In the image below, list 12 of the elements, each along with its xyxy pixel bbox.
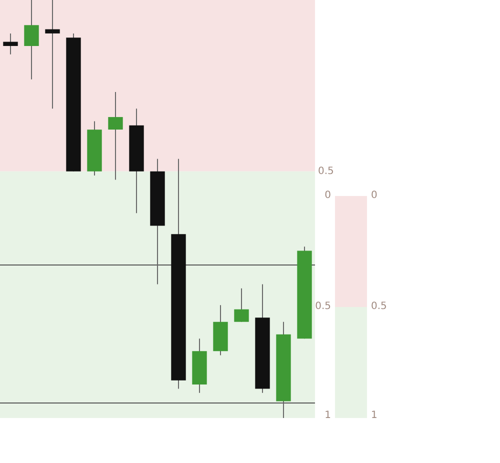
- candlestick: [3, 32, 18, 55]
- band-label: 0.5: [318, 166, 334, 177]
- candlestick: [234, 288, 249, 322]
- text: 0.5: [315, 301, 331, 313]
- candlestick: [45, 0, 60, 110]
- text: 0: [371, 190, 378, 202]
- text: 1: [324, 410, 331, 422]
- candlestick: [24, 0, 39, 80]
- text: 1: [371, 410, 378, 422]
- text: 0: [324, 190, 331, 202]
- candlestick: [108, 91, 123, 180]
- text: 0.5: [371, 301, 387, 313]
